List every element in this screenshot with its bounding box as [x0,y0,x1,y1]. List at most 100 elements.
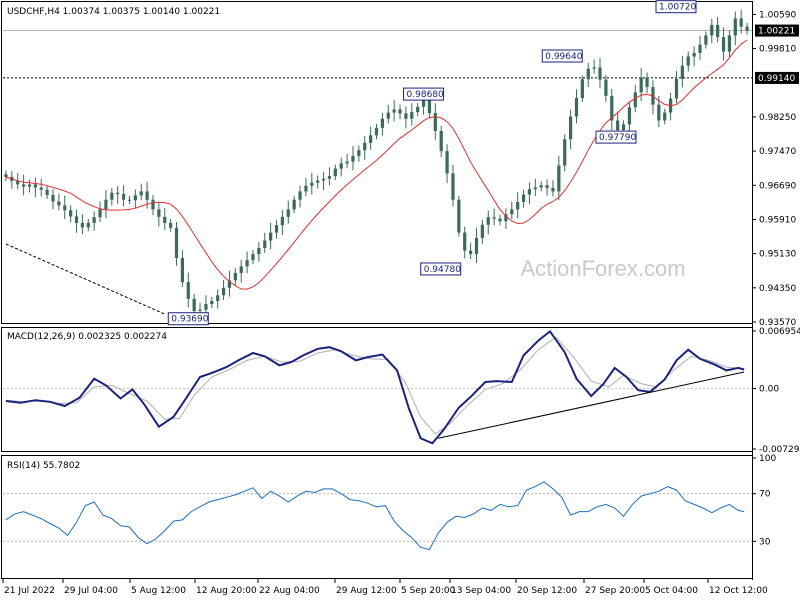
annotation-label: 0.93690 [171,315,208,325]
candle-body [4,174,8,177]
candle-body [269,232,273,241]
annotation-box [655,0,697,14]
candle-body [169,222,173,228]
rsi-level-lines [3,493,752,542]
macd-tick-label: -0.007294 [759,445,800,455]
annotation-label: 0.94780 [424,265,461,275]
price-axis-ticks: 1.00590 0.99810 0.98250 0.97470 0.96690 0.959… [752,10,799,328]
candle-body [257,247,261,255]
candle-body [745,26,749,31]
candle-body [251,254,255,261]
candle-body [198,309,202,312]
candle-body [151,199,155,210]
candle-body [521,194,526,202]
candle-body [551,187,555,192]
rsi-header: RSI(14) 55.7802 [7,461,80,471]
candle-body [327,176,332,179]
candle-body [145,191,149,200]
candle-body [457,199,461,233]
candle-body [369,135,373,143]
candle-body [274,225,279,233]
time-tick-label: 27 Sep 20:00 [585,586,645,596]
candle-body [398,109,402,114]
candle-body [127,199,132,201]
candle-body [463,232,467,251]
annotation-box [403,87,445,101]
candle-body [280,216,285,226]
candle-body [16,180,20,185]
macd-trendline [438,371,745,439]
candle-body [480,224,484,238]
candle-body [21,184,26,187]
candle-body [439,130,443,152]
price-tick-label: 0.99810 [759,45,796,55]
candle-body [727,35,732,52]
candle-body [627,107,632,125]
candle-body [533,187,537,190]
candle-body [716,24,720,38]
candle-body [468,250,473,255]
price-tick-label: 0.95910 [759,215,796,225]
macd-line [5,329,745,445]
candle-body [139,191,143,196]
level-price-box [755,71,799,84]
candle-body [204,304,208,310]
price-tick-label: 0.98250 [759,113,796,123]
candle-body [339,163,343,169]
price-tick-label: 0.94350 [759,284,796,294]
candle-body [486,217,490,225]
candle-body [51,194,55,202]
candle-body [621,124,626,131]
macd-axis-ticks: 0.006954 0.00 -0.007294 [752,327,800,455]
price-tick-label: 0.96690 [759,181,796,191]
candle-body [292,199,296,210]
candle-body [498,218,502,222]
candle-body [245,260,249,267]
macd-series [5,329,745,445]
candle-body [133,195,137,201]
candle-body [733,18,737,36]
candle-body [80,222,85,228]
annotation-label: 0.99640 [545,52,582,62]
candle-body [33,184,37,188]
candle-body [616,120,620,131]
current-price-label: 1.00221 [758,27,795,37]
candle-body [545,185,549,188]
candle-body [574,98,579,117]
annotation-box [167,312,209,326]
annotation-box [595,130,637,144]
candle-body [392,109,396,113]
candle-body [192,298,196,312]
rsi-tick-label: 70 [759,490,771,500]
candle-body [357,150,361,156]
candle-body [527,189,532,195]
annotation-label: 0.97790 [599,133,636,143]
candle-body [333,168,337,177]
rsi-line [5,481,745,551]
rsi-tick-label: 30 [759,537,771,547]
candle-body [221,287,226,296]
candle-body [104,199,108,210]
candle-body [110,192,114,200]
macd-tick-label: 0.006954 [759,327,800,337]
time-tick-label: 20 Sep 12:00 [517,586,577,596]
candle-body [592,67,596,69]
time-tick-label: 5 Aug 12:00 [131,586,186,596]
candle-body [474,237,479,255]
candle-body [210,300,214,305]
current-price-box [755,24,799,37]
candle-body [445,151,449,174]
time-tick-label: 12 Aug 20:00 [196,586,257,596]
candle-body [539,185,543,188]
candle-body [45,189,49,195]
candle-body [557,165,561,192]
time-axis: 21 Jul 2022 29 Jul 04:00 5 Aug 12:00 12 Aug… [2,578,768,596]
candle-body [686,56,690,66]
candle-body [645,77,649,88]
candle-body [451,173,455,200]
price-tick-label: 0.93570 [759,318,796,328]
candle-body [580,79,584,99]
macd-tick-label: 0.00 [759,385,779,395]
